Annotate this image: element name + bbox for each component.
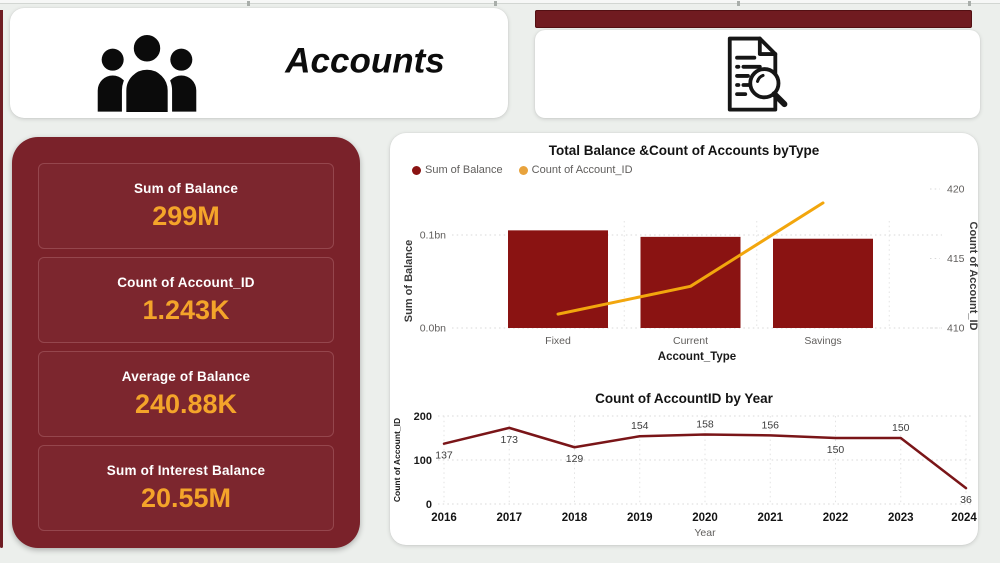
kpi-value: 240.88K: [134, 388, 238, 419]
selection-tick: [494, 1, 497, 6]
selection-tick: [247, 1, 250, 6]
header-card-report: [535, 30, 980, 118]
right-axis-tick: 410: [947, 323, 965, 335]
kpi-card-sum-of-interest-balance: Sum of Interest Balance 20.55M: [38, 445, 334, 531]
x-axis-title: Year: [694, 527, 716, 539]
y-axis-tick: 200: [414, 411, 432, 423]
legend-item-sum-of-balance[interactable]: Sum of Balance: [412, 164, 503, 176]
kpi-card-sum-of-balance: Sum of Balance 299M: [38, 163, 334, 249]
bar-fixed[interactable]: [508, 230, 608, 328]
legend-label: Count of Account_ID: [531, 164, 633, 176]
x-axis-tick: 2020: [692, 512, 718, 524]
kpi-card-count-of-account-id: Count of Account_ID 1.243K: [38, 257, 334, 343]
document-search-icon: [727, 36, 787, 112]
kpi-label: Count of Account_ID: [117, 274, 255, 290]
kpi-label: Sum of Balance: [133, 180, 239, 196]
right-axis-title: Count of Account_ID: [967, 222, 979, 331]
left-axis-tick: 0.0bn: [420, 323, 446, 335]
yearly-line-chart[interactable]: 0 100 200 137 173 129 154 158 156 150 150 36 2016 201…: [390, 409, 978, 544]
selection-tick: [737, 1, 740, 6]
data-label: 173: [500, 434, 518, 446]
x-axis-tick: 2019: [627, 512, 653, 524]
y-axis-title: Count of Account_ID: [392, 418, 402, 502]
x-axis-tick: 2017: [496, 512, 522, 524]
bar-savings[interactable]: [773, 238, 873, 328]
kpi-value: 299M: [152, 200, 220, 231]
data-label: 137: [435, 450, 453, 462]
legend-dot-dark-red: [412, 165, 421, 175]
chart-legend: Sum of Balance Count of Account_ID: [412, 164, 633, 176]
left-axis-tick: 0.1bn: [420, 230, 446, 242]
bar-current[interactable]: [640, 236, 741, 328]
kpi-label: Average of Balance: [121, 368, 251, 384]
y-axis-tick: 100: [414, 455, 432, 467]
people-group-icon: [97, 30, 197, 116]
x-axis-tick: 2021: [757, 512, 783, 524]
selection-tick: [968, 1, 971, 6]
header-accent-bar: [535, 10, 972, 28]
trend-line[interactable]: [442, 426, 968, 490]
data-label: 129: [566, 453, 584, 465]
x-axis-tick: 2022: [823, 512, 849, 524]
combo-bar-line-chart[interactable]: 0.0bn 0.1bn 410 415 420 Fixed Current Savings Ac…: [390, 183, 979, 365]
count-line[interactable]: [556, 201, 825, 316]
window-top-edge: [0, 0, 1000, 6]
right-axis-tick: 420: [947, 184, 965, 196]
kpi-card-average-of-balance: Average of Balance 240.88K: [38, 351, 334, 437]
charts-card: Total Balance &Count of Accounts byType …: [390, 133, 979, 545]
legend-item-count-of-account-id[interactable]: Count of Account_ID: [518, 164, 633, 176]
kpi-value: 1.243K: [142, 294, 230, 325]
x-axis-title: Account_Type: [658, 351, 736, 363]
x-axis-tick: Fixed: [545, 335, 571, 347]
data-label: 36: [960, 494, 972, 506]
header-card-accounts: Accounts: [10, 8, 508, 118]
legend-dot-orange: [518, 165, 528, 175]
y-axis-tick: 0: [426, 499, 432, 511]
x-axis-tick: 2016: [431, 512, 457, 524]
x-axis-tick: Savings: [804, 335, 841, 347]
left-axis-title: Sum of Balance: [403, 240, 415, 323]
data-label: 156: [761, 419, 779, 431]
data-label: 150: [827, 444, 845, 456]
data-label: 154: [631, 420, 649, 432]
kpi-label: Sum of Interest Balance: [106, 462, 266, 478]
right-axis-tick: 415: [947, 253, 965, 265]
x-axis-tick: Current: [673, 335, 708, 347]
data-label: 158: [696, 418, 714, 430]
kpi-panel: Sum of Balance 299M Count of Account_ID …: [12, 137, 360, 548]
data-label: 150: [892, 422, 910, 434]
combo-chart-title: Total Balance &Count of Accounts byType: [548, 143, 820, 158]
x-axis-tick: 2023: [888, 512, 914, 524]
kpi-value: 20.55M: [140, 482, 232, 513]
page-title: Accounts: [285, 41, 445, 81]
yearly-chart-title: Count of AccountID by Year: [595, 391, 773, 406]
legend-label: Sum of Balance: [425, 164, 503, 176]
left-page-border: [0, 10, 3, 548]
x-axis-tick: 2024: [951, 512, 977, 524]
x-axis-tick: 2018: [562, 512, 588, 524]
